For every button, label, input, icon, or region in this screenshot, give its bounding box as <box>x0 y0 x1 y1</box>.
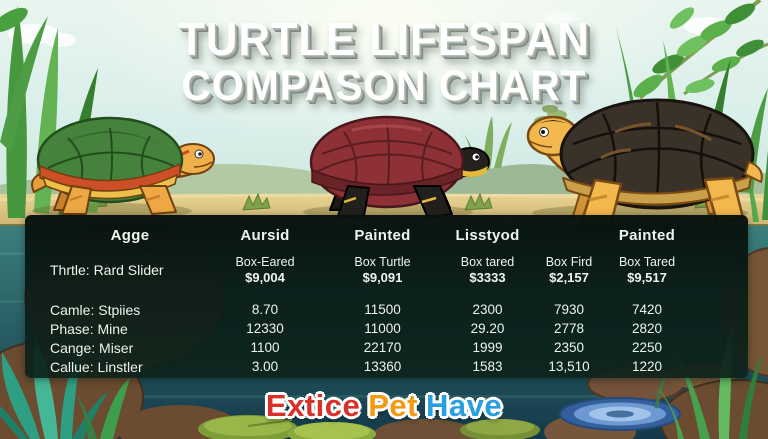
table-row-phase: Phase: Mine 12330 11000 29.20 2778 2820 <box>50 319 748 338</box>
large-brown-box-turtle <box>526 98 763 226</box>
species-cell-5: Box Tared $9,517 <box>608 254 686 286</box>
table-cell: 7420 <box>631 302 663 317</box>
water-ripple-pool <box>559 359 681 431</box>
green-shell-slider-turtle <box>31 116 215 215</box>
grass-bottom-right <box>655 150 768 439</box>
species-cell-1: Box-Eared $9,004 <box>210 254 320 286</box>
species-value: $2,157 <box>549 270 589 285</box>
column-header-painted-2: Painted <box>618 226 676 244</box>
species-name: Box Tared <box>618 255 676 269</box>
table-cell: 2250 <box>631 340 663 355</box>
lifespan-comparison-table: Agge Aursid Painted Lisstyod Painted Thr… <box>25 215 748 378</box>
title-line-1: TURTLE LIFESPAN <box>178 13 590 65</box>
column-header-lisstyod: Lisstyod <box>455 226 520 244</box>
table-cell: 1999 <box>472 340 503 355</box>
species-name: Box Fird <box>545 255 593 269</box>
table-cell: 2300 <box>472 302 503 317</box>
species-row-label: Thrtle: Rard Slider <box>50 262 164 278</box>
table-cell: 13360 <box>363 359 402 374</box>
page-title: TURTLE LIFESPAN COMPASON CHART <box>0 16 768 109</box>
table-cell: 8.70 <box>251 302 279 317</box>
column-header-age: Agge <box>110 226 150 244</box>
table-cell: 22170 <box>363 340 402 355</box>
brand-logo: Extice Pet Have <box>0 388 768 424</box>
table-cell: 13,510 <box>548 359 590 374</box>
table-cell: 11500 <box>364 302 401 317</box>
table-cell: 11000 <box>364 321 401 336</box>
table-cell: 1100 <box>250 340 280 355</box>
title-line-2: COMPASON CHART <box>181 61 587 110</box>
table-cell: 2778 <box>553 321 585 336</box>
row-label: Phase: Mine <box>50 320 128 337</box>
table-row-cange: Cange: Miser 1100 22170 1999 2350 2250 <box>50 338 748 357</box>
maroon-shell-painted-turtle <box>309 115 490 219</box>
lily-pads <box>198 415 540 439</box>
table-cell: 3.00 <box>251 359 279 374</box>
table-row-camle: Camle: Stpiies 8.70 11500 2300 7930 7420 <box>50 300 748 319</box>
species-cell-3: Box tared $3333 <box>445 254 530 286</box>
table-row-callue: Callue: Linstler 3.00 13360 1583 13,510 … <box>50 357 748 376</box>
table-cell: 1583 <box>472 359 503 374</box>
species-value: $9,091 <box>362 270 403 285</box>
species-value: $3333 <box>469 270 506 285</box>
row-label: Callue: Linstler <box>50 358 143 375</box>
table-cell: 1220 <box>631 359 663 374</box>
table-cell: 29.20 <box>470 321 505 336</box>
species-value: $9,517 <box>627 270 667 285</box>
row-label: Cange: Miser <box>50 339 134 356</box>
species-row: Thrtle: Rard Slider Box-Eared $9,004 Box… <box>50 247 748 293</box>
table-cell: 2820 <box>631 321 663 336</box>
column-header-aursid: Aursid <box>240 226 290 244</box>
table-header-row: Agge Aursid Painted Lisstyod Painted <box>50 215 748 247</box>
species-name: Box tared <box>460 255 515 269</box>
column-header-painted-1: Painted <box>354 226 411 244</box>
table-cell: 2350 <box>553 340 585 355</box>
table-cell: 12330 <box>246 321 284 336</box>
row-label: Camle: Stpiies <box>50 301 141 318</box>
species-name: Box Turtle <box>354 255 411 269</box>
species-value: $9,004 <box>245 270 285 285</box>
species-cell-4: Box Fird $2,157 <box>530 254 608 286</box>
species-name: Box-Eared <box>235 255 295 269</box>
logo-word-3: Have <box>425 388 503 423</box>
logo-word-2: Pet <box>368 388 418 423</box>
species-cell-2: Box Turtle $9,091 <box>320 254 445 286</box>
table-body: Camle: Stpiies 8.70 11500 2300 7930 7420… <box>50 300 748 376</box>
logo-word-1: Extice <box>265 388 361 423</box>
table-cell: 7930 <box>553 302 585 317</box>
